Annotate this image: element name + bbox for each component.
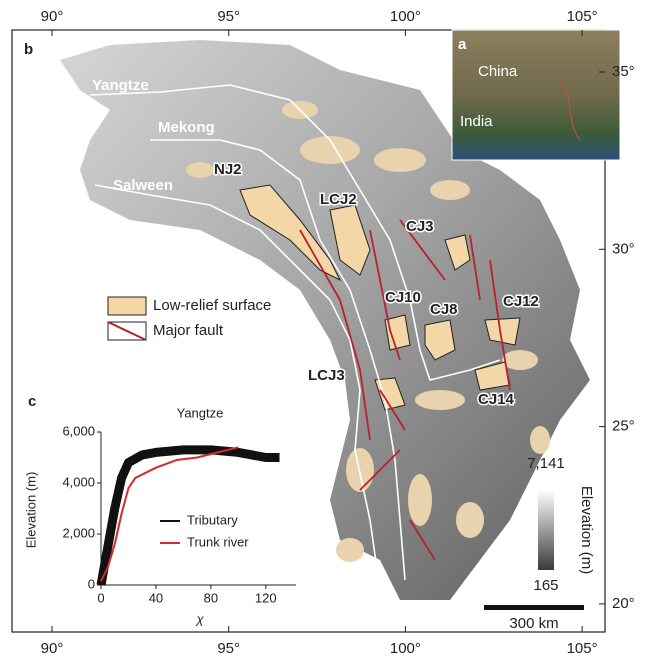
panel-letter: b	[24, 41, 33, 58]
colorbar	[538, 490, 554, 570]
y-tick-label: 6,000	[62, 423, 95, 438]
river-label: Mekong	[158, 119, 215, 136]
panel-letter: c	[28, 393, 36, 410]
x-tick-label: 120	[255, 590, 277, 605]
legend-swatch	[108, 297, 146, 315]
y-axis-title: Elevation (m)	[23, 472, 38, 549]
site-label: NJ2	[214, 161, 242, 178]
legend-label: Tributary	[187, 512, 238, 527]
scale-bar-label: 300 km	[509, 615, 558, 632]
river-label: Salween	[113, 177, 173, 194]
site-label: CJ12	[503, 293, 539, 310]
lat-label: 30°	[612, 240, 635, 257]
lon-label: 90°	[41, 8, 64, 25]
colorbar-title: Elevation (m)	[578, 486, 595, 574]
y-tick-label: 4,000	[62, 474, 95, 489]
lon-label: 105°	[567, 640, 598, 657]
legend-label: Trunk river	[187, 534, 249, 549]
lat-label: 20°	[612, 595, 635, 612]
lat-label: 35°	[612, 63, 635, 80]
legend-label: Major fault	[153, 322, 224, 339]
lon-label: 90°	[41, 640, 64, 657]
site-label: LCJ2	[320, 191, 357, 208]
lon-label: 105°	[567, 8, 598, 25]
scale-bar	[484, 605, 584, 610]
figure: Yangtze Mekong Salween NJ2 LCJ2 CJ3 CJ10…	[0, 0, 653, 662]
inset-label: India	[460, 113, 493, 130]
panel-letter: a	[458, 36, 467, 53]
y-tick-label: 0	[88, 576, 95, 591]
site-label: LCJ3	[308, 367, 345, 384]
chart-panel	[20, 388, 312, 616]
inset-map	[452, 30, 620, 160]
x-tick-label: 0	[97, 590, 104, 605]
legend-label: Low-relief surface	[153, 297, 271, 314]
y-tick-label: 2,000	[62, 525, 95, 540]
x-tick-label: 40	[149, 590, 163, 605]
river-label: Yangtze	[92, 77, 149, 94]
inset-label: China	[478, 63, 518, 80]
site-label: CJ8	[430, 301, 458, 318]
lon-label: 100°	[390, 8, 421, 25]
site-label: CJ10	[385, 289, 421, 306]
x-tick-label: 80	[204, 590, 218, 605]
lon-label: 95°	[217, 8, 240, 25]
chart-title: Yangtze	[177, 405, 224, 420]
x-axis-title: χ	[195, 611, 204, 626]
colorbar-label: 7,141	[527, 455, 565, 472]
lon-label: 95°	[217, 640, 240, 657]
lat-label: 25°	[612, 418, 635, 435]
lon-label: 100°	[390, 640, 421, 657]
colorbar-label: 165	[533, 577, 558, 594]
site-label: CJ3	[406, 218, 434, 235]
site-label: CJ14	[478, 391, 515, 408]
